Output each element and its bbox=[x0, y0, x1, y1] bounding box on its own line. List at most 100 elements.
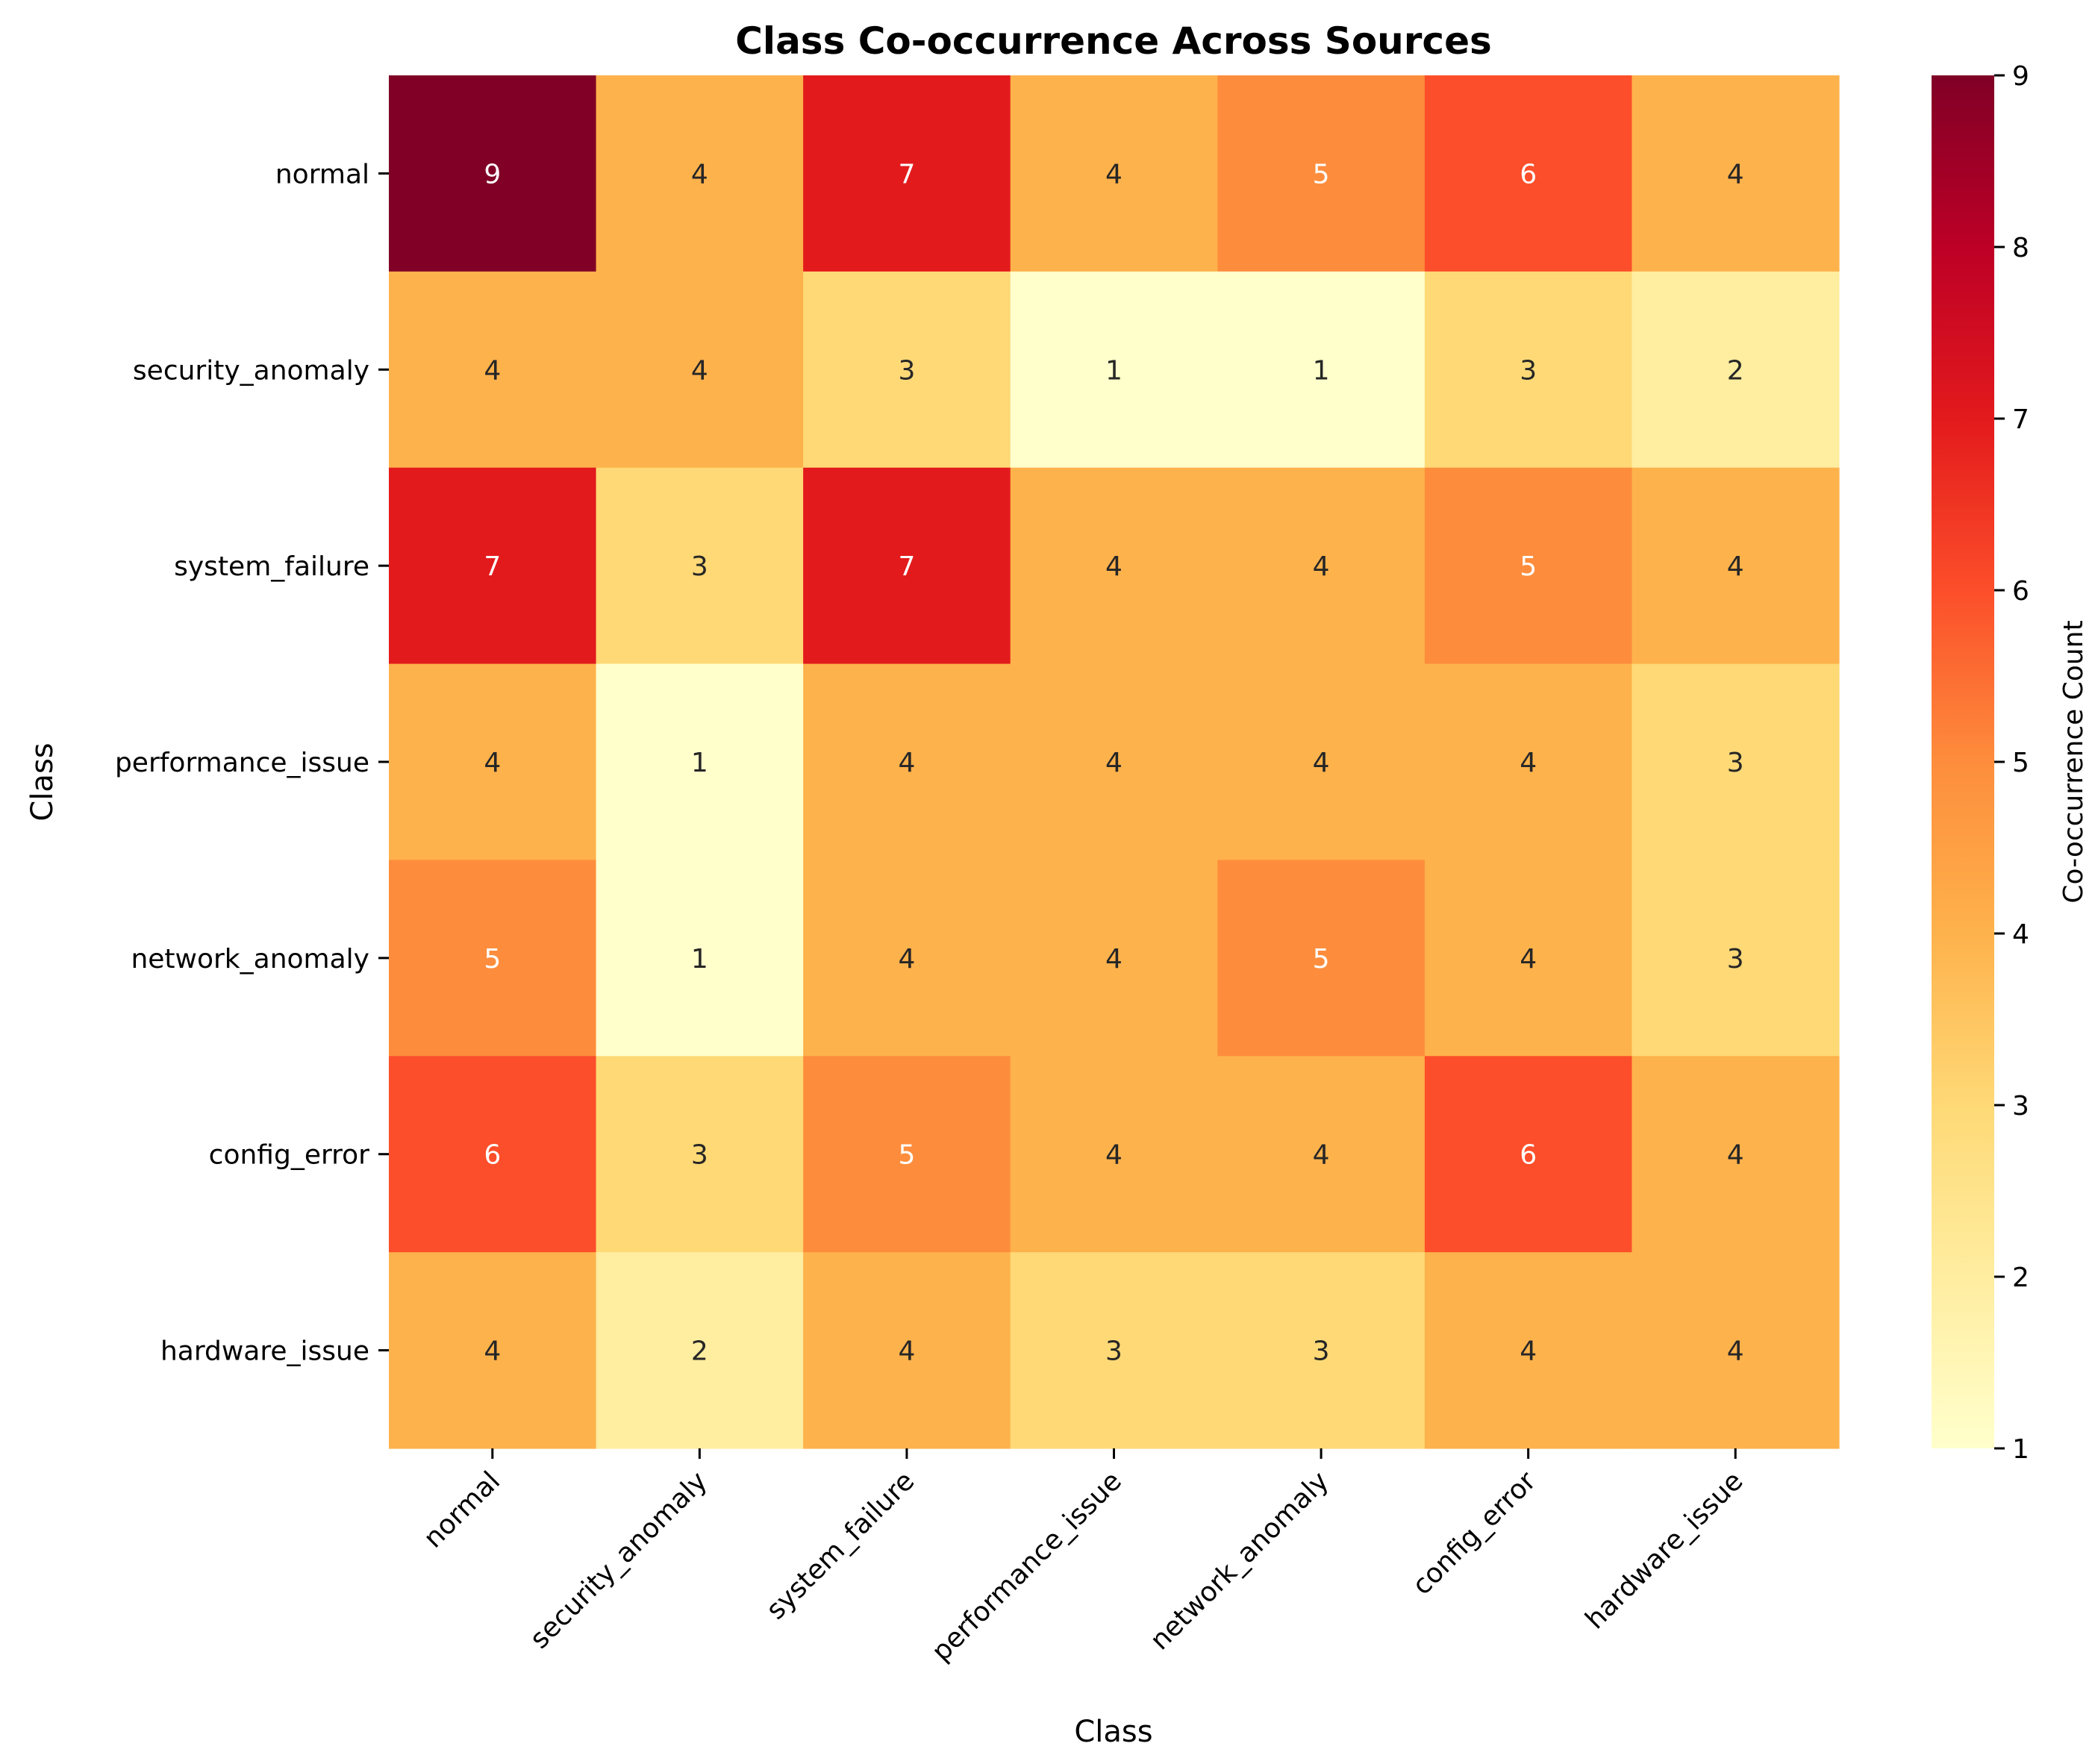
cell-value-label: 4 bbox=[691, 159, 708, 190]
heatmap-cell bbox=[389, 860, 597, 1057]
cell-value-label: 4 bbox=[1105, 1140, 1123, 1171]
cell-value-label: 1 bbox=[1105, 355, 1123, 386]
colorbar-tick-label: 8 bbox=[2012, 233, 2029, 263]
cell-value-label: 4 bbox=[691, 355, 708, 386]
heatmap-cell bbox=[389, 1252, 597, 1449]
heatmap-cell bbox=[1010, 75, 1218, 272]
cell-value-label: 1 bbox=[691, 748, 708, 778]
heatmap-cell bbox=[389, 75, 597, 272]
heatmap-cell bbox=[389, 663, 597, 861]
y-tick-label: hardware_issue bbox=[160, 1336, 369, 1367]
y-tick-label: normal bbox=[275, 159, 369, 190]
heatmap-cell bbox=[803, 860, 1011, 1057]
x-axis: normal security_anomaly system_failure perf… bbox=[418, 1448, 1749, 1668]
heatmap-cell bbox=[596, 467, 804, 665]
heatmap-cell bbox=[1217, 75, 1426, 272]
heatmap-cell bbox=[803, 663, 1011, 861]
cell-value-label: 4 bbox=[1105, 944, 1123, 975]
x-tick-label: normal bbox=[418, 1466, 506, 1554]
x-tick-label: system_failure bbox=[761, 1466, 920, 1625]
heatmap-cell bbox=[803, 75, 1011, 272]
cell-value-label: 1 bbox=[691, 944, 708, 975]
colorbar-tick-label: 6 bbox=[2012, 576, 2029, 607]
cell-value-label: 4 bbox=[1105, 159, 1123, 190]
cell-value-label: 3 bbox=[1520, 355, 1537, 386]
colorbar-tick-label: 5 bbox=[2012, 748, 2029, 778]
cell-value-label: 4 bbox=[1313, 748, 1330, 778]
heatmap-cell bbox=[1217, 271, 1426, 469]
y-tick-label: performance_issue bbox=[115, 748, 369, 778]
cell-value-label: 4 bbox=[1727, 159, 1744, 190]
cell-value-label: 4 bbox=[484, 355, 501, 386]
heatmap-cell bbox=[1632, 75, 1840, 272]
x-tick-label: config_error bbox=[1407, 1466, 1542, 1601]
colorbar-tick-label: 2 bbox=[2012, 1263, 2029, 1293]
heatmap-cell bbox=[803, 467, 1011, 665]
heatmap-cell bbox=[1424, 1056, 1633, 1253]
heatmap-cell bbox=[1217, 663, 1426, 861]
colorbar: 1 2 3 4 5 6 7 8 9 Co-occurrence Count bbox=[1932, 61, 2089, 1465]
cell-value-label: 4 bbox=[484, 748, 501, 778]
heatmap-cell bbox=[1010, 1252, 1218, 1449]
heatmap-cell bbox=[1632, 663, 1840, 861]
cell-value-label: 5 bbox=[1313, 944, 1330, 975]
heatmap-cell bbox=[1217, 1252, 1426, 1449]
heatmap-cell bbox=[1424, 860, 1633, 1057]
cell-value-label: 4 bbox=[1105, 551, 1123, 582]
heatmap-cell bbox=[1632, 1252, 1840, 1449]
heatmap-cell bbox=[596, 1252, 804, 1449]
cell-value-label: 5 bbox=[484, 944, 501, 975]
cell-value-label: 7 bbox=[484, 551, 501, 582]
cell-value-label: 4 bbox=[898, 748, 915, 778]
cell-value-label: 6 bbox=[1520, 159, 1537, 190]
cell-value-label: 5 bbox=[898, 1140, 915, 1171]
x-axis-label: Class bbox=[1074, 1715, 1152, 1749]
cell-value-label: 5 bbox=[1313, 159, 1330, 190]
heatmap-cell bbox=[1632, 860, 1840, 1057]
heatmap-cell bbox=[596, 271, 804, 469]
heatmap-cell-labels: 9 4 7 4 5 6 4 4 4 3 1 1 3 2 7 3 7 4 4 5 4 4 1 4 4 4 4 3 5 1 4 4 5 4 3 6 3 5 4 4… bbox=[484, 159, 1743, 1366]
y-tick-label: system_failure bbox=[174, 551, 369, 582]
heatmap-cell bbox=[1632, 467, 1840, 665]
cell-value-label: 4 bbox=[1520, 944, 1537, 975]
colorbar-gradient bbox=[1932, 75, 1994, 1448]
cell-value-label: 3 bbox=[1105, 1336, 1123, 1367]
y-axis-label: Class bbox=[25, 742, 60, 821]
cell-value-label: 4 bbox=[898, 944, 915, 975]
cell-value-label: 3 bbox=[1727, 748, 1744, 778]
y-axis: normal security_anomaly system_failureperf… bbox=[115, 159, 389, 1367]
y-tick-label: security_anomaly bbox=[133, 355, 369, 386]
heatmap-cell bbox=[1424, 663, 1633, 861]
heatmap-cell bbox=[1632, 1056, 1840, 1253]
colorbar-tick-label: 9 bbox=[2012, 61, 2029, 92]
heatmap-cell bbox=[389, 1056, 597, 1253]
cell-value-label: 4 bbox=[1727, 551, 1744, 582]
y-tick-label: network_anomaly bbox=[131, 944, 369, 975]
cell-value-label: 6 bbox=[1520, 1140, 1537, 1171]
cell-value-label: 4 bbox=[1105, 748, 1123, 778]
heatmap-cell bbox=[1424, 1252, 1633, 1449]
cell-value-label: 3 bbox=[691, 551, 708, 582]
heatmap-cell bbox=[1217, 1056, 1426, 1253]
cell-value-label: 4 bbox=[484, 1336, 501, 1367]
cell-value-label: 3 bbox=[1313, 1336, 1330, 1367]
cell-value-label: 4 bbox=[1520, 748, 1537, 778]
cell-value-label: 3 bbox=[898, 355, 915, 386]
heatmap-cell bbox=[1424, 271, 1633, 469]
cell-value-label: 2 bbox=[1727, 355, 1744, 386]
cell-value-label: 3 bbox=[691, 1140, 708, 1171]
heatmap-cell bbox=[803, 1252, 1011, 1449]
heatmap-cell bbox=[1010, 1056, 1218, 1253]
cell-value-label: 4 bbox=[1520, 1336, 1537, 1367]
heatmap-cell bbox=[1217, 860, 1426, 1057]
y-tick-label: config_error bbox=[209, 1140, 370, 1171]
colorbar-tick-label: 4 bbox=[2012, 919, 2029, 950]
cell-value-label: 4 bbox=[1313, 551, 1330, 582]
cell-value-label: 1 bbox=[1313, 355, 1330, 386]
heatmap-cell bbox=[1424, 75, 1633, 272]
cell-value-label: 4 bbox=[1313, 1140, 1330, 1171]
heatmap-cell bbox=[803, 1056, 1011, 1253]
cell-value-label: 7 bbox=[898, 159, 915, 190]
heatmap-cell bbox=[1010, 860, 1218, 1057]
colorbar-tick-label: 3 bbox=[2012, 1091, 2029, 1122]
